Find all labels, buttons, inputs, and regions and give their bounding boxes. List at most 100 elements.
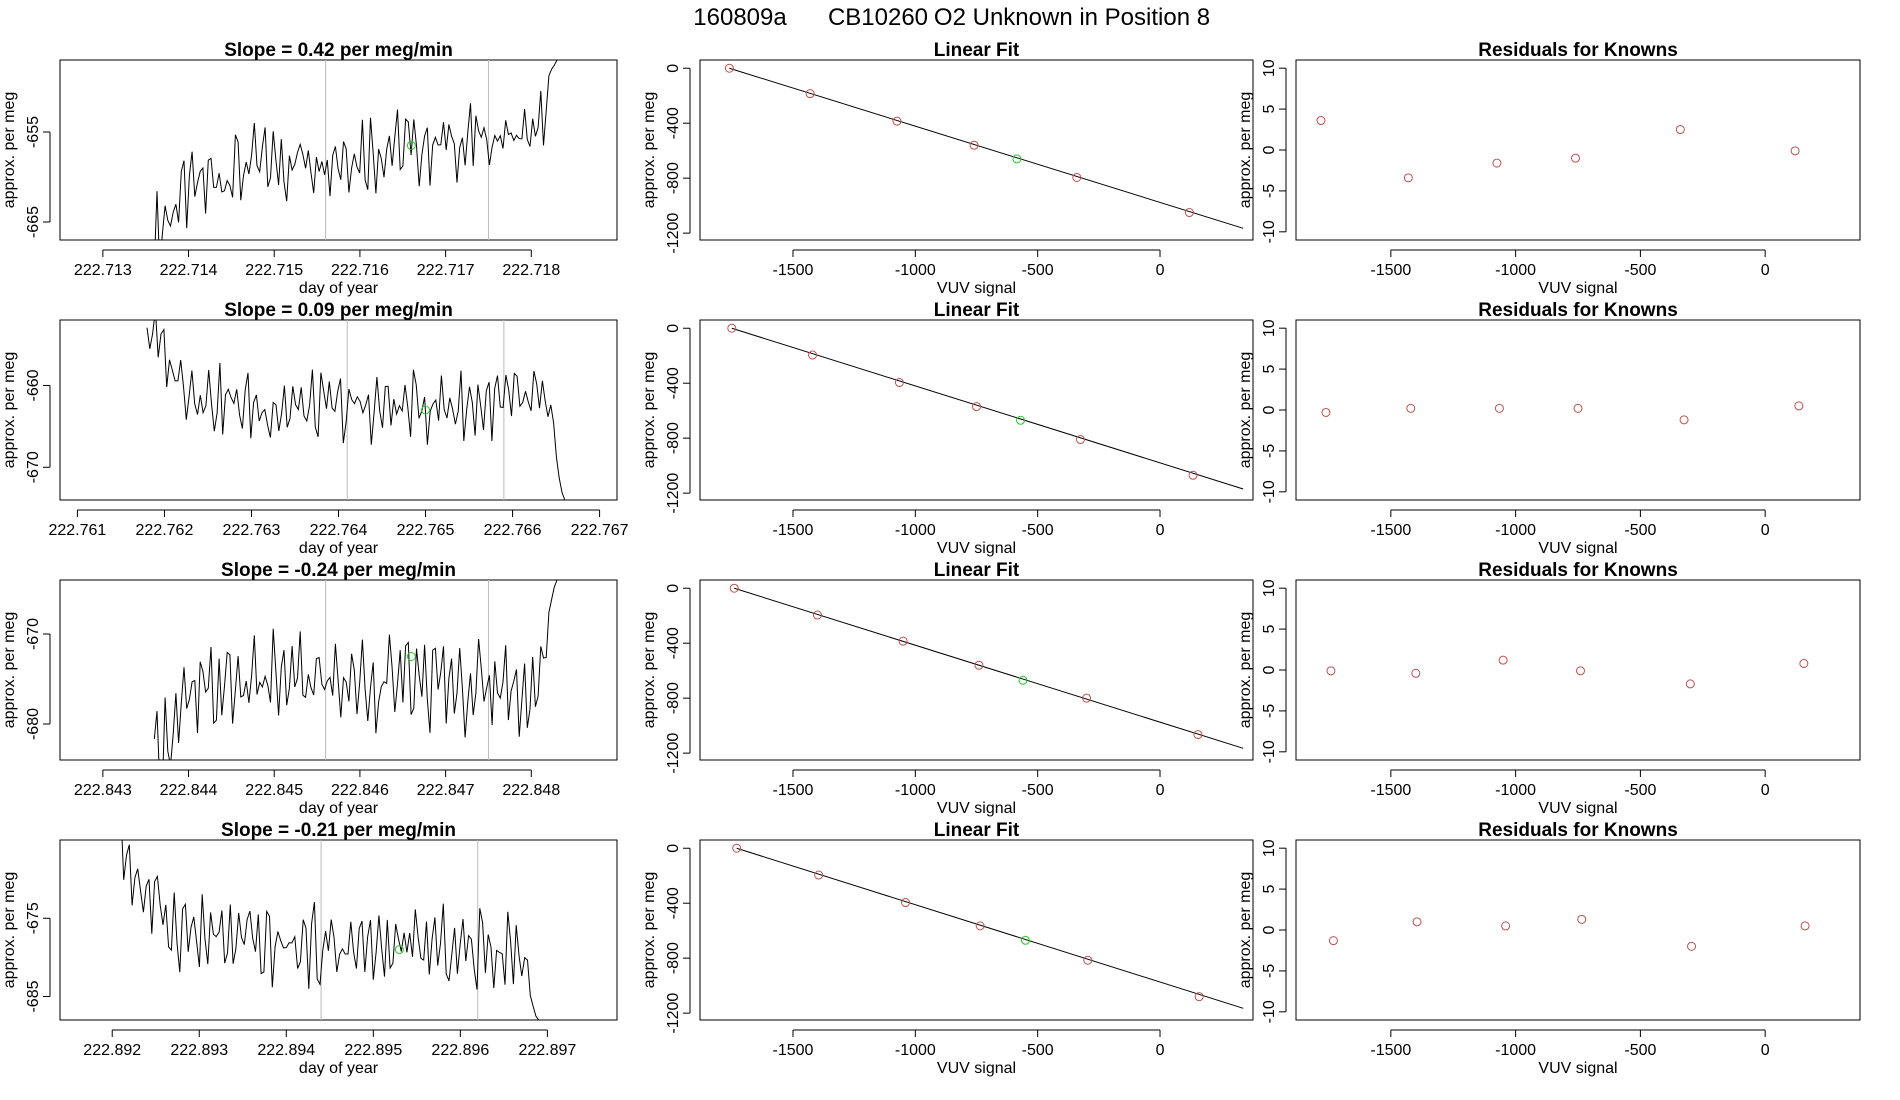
- y-tick-label: 0: [665, 324, 682, 333]
- x-tick-label: -1000: [1495, 1042, 1536, 1059]
- y-tick-label: -800: [665, 422, 682, 454]
- known-point: [805, 89, 815, 99]
- figure-title-desc: O2 Unknown in Position 8: [934, 4, 1210, 31]
- x-axis: 222.713 222.714 222.715 222.716 222.717 222.7…: [74, 249, 560, 279]
- x-axis: -1500 -1000 -500 0: [773, 769, 1165, 799]
- x-tick-label: -1000: [1495, 782, 1536, 799]
- y-tick-label: -680: [25, 708, 42, 740]
- y-axis-label: approx. per meg: [641, 872, 658, 989]
- unknown-point: [1018, 675, 1028, 685]
- y-axis: 10 5 0 -5 -10: [1261, 839, 1287, 1023]
- plot-area: [1321, 401, 1804, 425]
- y-tick-label: -800: [665, 682, 682, 714]
- y-axis-label: approx. per meg: [1, 872, 18, 989]
- y-axis-label: approx. per meg: [1237, 872, 1254, 989]
- y-axis: 10 5 0 -5 -10: [1261, 59, 1287, 243]
- y-axis-label: approx. per meg: [1, 92, 18, 209]
- known-point: [1188, 470, 1198, 480]
- x-axis-label: VUV signal: [1538, 540, 1617, 557]
- y-tick-label: -1200: [665, 733, 682, 774]
- residual-point: [1790, 146, 1800, 156]
- x-axis-label: VUV signal: [937, 540, 1016, 557]
- y-tick-label: -1200: [665, 213, 682, 254]
- y-tick-label: 5: [1261, 885, 1278, 894]
- x-tick-label: 222.762: [136, 522, 194, 539]
- plot-area: [732, 843, 1244, 1009]
- series-line: [153, 580, 558, 760]
- known-point: [892, 116, 902, 126]
- x-axis: 222.843 222.844 222.845 222.846 222.847 222.8…: [74, 769, 560, 799]
- residual-point: [1321, 407, 1331, 417]
- y-axis-label: approx. per meg: [1237, 352, 1254, 469]
- x-tick-label: 222.843: [74, 782, 132, 799]
- series-line: [121, 840, 540, 1020]
- x-tick-label: -1000: [895, 1042, 936, 1059]
- x-tick-label: 0: [1156, 1042, 1165, 1059]
- residual-point: [1328, 936, 1338, 946]
- known-point: [972, 402, 981, 412]
- residual-point: [1406, 403, 1416, 413]
- plot-area: [146, 320, 566, 500]
- y-tick-label: -400: [665, 367, 682, 399]
- y-tick-label: -5: [1261, 184, 1278, 198]
- x-tick-label: -1500: [1370, 522, 1411, 539]
- unknown-point: [406, 141, 416, 150]
- known-point: [724, 63, 734, 73]
- x-tick-label: 222.716: [331, 262, 389, 279]
- known-point: [898, 636, 908, 646]
- plot-frame: [1295, 319, 1861, 501]
- y-axis: 0 -400 -800 -1200: [665, 64, 691, 254]
- known-point: [1075, 435, 1085, 445]
- plot-frame: [699, 839, 1254, 1021]
- x-tick-label: -500: [1022, 782, 1054, 799]
- x-tick-label: 222.715: [245, 262, 303, 279]
- x-tick-label: 222.897: [518, 1042, 576, 1059]
- x-tick-label: 222.848: [502, 782, 560, 799]
- residual-point: [1492, 158, 1502, 168]
- y-tick-label: -10: [1261, 480, 1278, 503]
- panel-residuals-row2: Residuals for Knowns -1500 -1000 -500 0 VUV s…: [1237, 300, 1861, 557]
- y-tick-label: 0: [665, 844, 682, 853]
- x-tick-label: 222.714: [160, 262, 218, 279]
- known-point: [1184, 208, 1194, 218]
- unknown-point: [1016, 415, 1026, 425]
- x-tick-label: 222.895: [344, 1042, 402, 1059]
- fit-line: [731, 327, 1244, 490]
- panel-title: Slope = 0.09 per meg/min: [224, 300, 453, 321]
- x-tick-label: -1000: [895, 262, 936, 279]
- x-tick-label: -1500: [1370, 1042, 1411, 1059]
- panel-title: Linear Fit: [934, 820, 1020, 841]
- x-tick-label: 222.846: [331, 782, 389, 799]
- x-axis-label: VUV signal: [937, 800, 1016, 817]
- x-tick-label: -1500: [1370, 782, 1411, 799]
- panel-fit-row3: Linear Fit -1500 -1000 -500 0 VUV signal 0 -400…: [641, 560, 1254, 817]
- residual-point: [1403, 173, 1413, 183]
- y-tick-label: 10: [1261, 59, 1278, 77]
- known-point: [729, 583, 739, 593]
- y-axis-label: approx. per meg: [1, 612, 18, 729]
- y-axis: -670 -680: [25, 618, 51, 740]
- x-tick-label: 222.718: [502, 262, 560, 279]
- y-tick-label: -5: [1261, 964, 1278, 978]
- plot-area: [1316, 116, 1800, 183]
- series-line: [154, 60, 558, 240]
- residual-point: [1800, 921, 1810, 931]
- y-axis: 10 5 0 -5 -10: [1261, 319, 1287, 503]
- y-tick-label: -1200: [665, 473, 682, 514]
- y-tick-label: -1200: [665, 993, 682, 1034]
- x-axis-label: VUV signal: [1538, 280, 1617, 297]
- panel-fit-row2: Linear Fit -1500 -1000 -500 0 VUV signal 0 -400…: [641, 300, 1254, 557]
- x-tick-label: -500: [1022, 522, 1054, 539]
- unknown-point: [394, 945, 404, 955]
- known-point: [974, 660, 984, 670]
- known-point: [732, 843, 742, 853]
- y-tick-label: -660: [25, 369, 42, 401]
- plot-area: [121, 840, 540, 1020]
- x-tick-label: -1500: [773, 522, 814, 539]
- panel-title: Residuals for Knowns: [1478, 820, 1678, 841]
- y-tick-label: -685: [25, 980, 42, 1012]
- known-point: [894, 378, 904, 388]
